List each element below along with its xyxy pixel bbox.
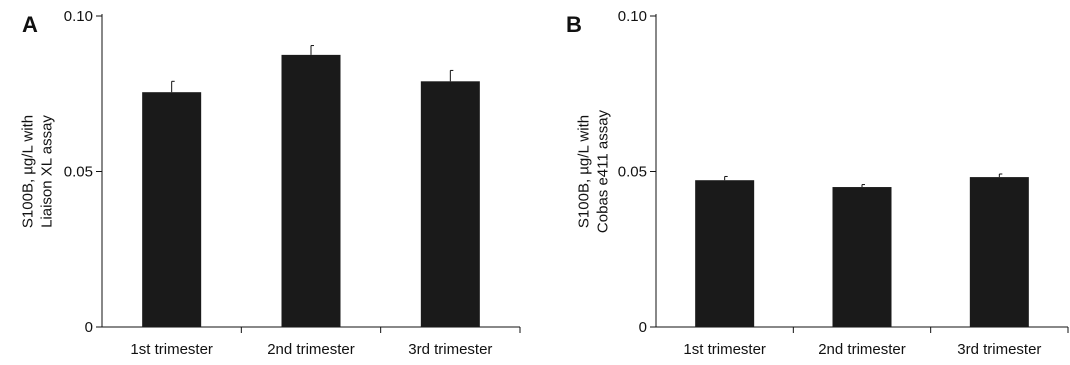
bar xyxy=(142,92,202,327)
x-tick-label: 3rd trimester xyxy=(957,341,1041,358)
panel-b: B S100B, µg/L with Cobas e411 assay 0 0.0… xyxy=(566,8,1069,358)
y-tick-label: 0.05 xyxy=(64,164,93,181)
x-tick-label: 3rd trimester xyxy=(408,341,492,358)
bar xyxy=(969,177,1029,327)
bar xyxy=(695,180,755,327)
y-tick-label: 0.05 xyxy=(618,164,647,181)
bar xyxy=(420,81,480,327)
panel-label: A xyxy=(22,12,38,37)
y-tick-label: 0 xyxy=(639,319,647,336)
y-axis-label-line-2: Cobas e411 assay xyxy=(594,109,611,233)
bar-chart-area: 0 0.05 0.10 1st trimester 2nd trimester 3rd t… xyxy=(64,8,521,358)
panel-label: B xyxy=(566,12,582,37)
y-axis-label-line-1: S100B, µg/L with xyxy=(575,115,592,228)
x-tick-label: 1st trimester xyxy=(683,341,766,358)
panel-a: A S100B, µg/L with Liaison XL assay 0 0.0… xyxy=(19,8,521,358)
y-axis-label-line-2: Liaison XL assay xyxy=(38,115,55,228)
bar xyxy=(281,54,341,327)
x-tick-label: 2nd trimester xyxy=(818,341,906,358)
bar-chart-area: 0 0.05 0.10 1st trimester 2nd trimester 3rd t… xyxy=(618,8,1069,358)
x-tick-label: 2nd trimester xyxy=(267,341,355,358)
y-tick-label: 0 xyxy=(85,319,93,336)
y-tick-label: 0.10 xyxy=(618,8,647,25)
x-tick-label: 1st trimester xyxy=(130,341,213,358)
bar xyxy=(832,187,892,327)
y-tick-label: 0.10 xyxy=(64,8,93,25)
y-axis-label-line-1: S100B, µg/L with xyxy=(19,115,36,228)
